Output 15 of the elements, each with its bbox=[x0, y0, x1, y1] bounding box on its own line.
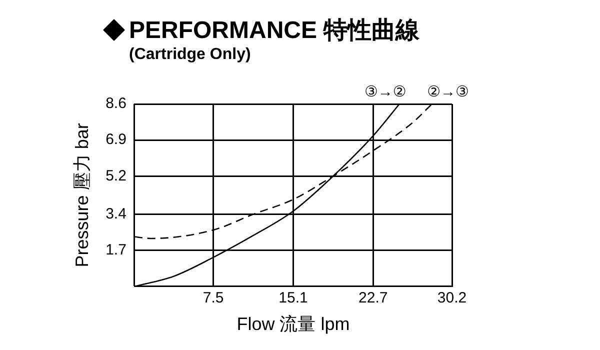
y-tick-label: 6.9 bbox=[106, 131, 126, 148]
y-tick-label: 5.2 bbox=[106, 167, 126, 184]
x-tick-label: 7.5 bbox=[202, 290, 224, 307]
y-axis-title: Pressure 壓力 bar bbox=[72, 123, 92, 268]
y-tick-label: 1.7 bbox=[106, 241, 126, 258]
y-tick-label: 8.6 bbox=[106, 95, 126, 112]
chart-subtitle: (Cartridge Only) bbox=[129, 46, 251, 64]
chart-title: PERFORMANCE 特性曲線 bbox=[129, 16, 420, 46]
x-tick-label: 22.7 bbox=[358, 290, 388, 307]
series-label: ③→② bbox=[364, 84, 406, 101]
y-tick-label: 3.4 bbox=[106, 205, 126, 222]
x-tick-label: 30.2 bbox=[437, 290, 467, 307]
x-axis-title: Flow 流量 lpm bbox=[236, 314, 350, 334]
x-tick-label: 15.1 bbox=[278, 290, 308, 307]
series-label: ②→③ bbox=[427, 84, 469, 101]
